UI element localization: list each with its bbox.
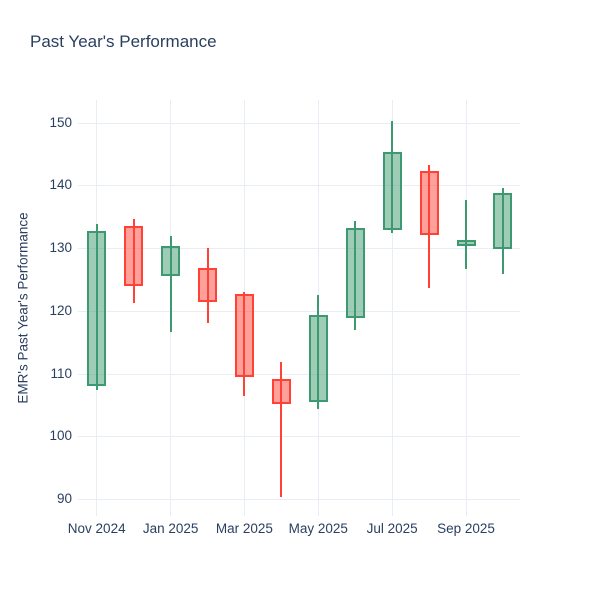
y-tick-label-110: 110	[50, 365, 72, 381]
y-tick-label-130: 130	[49, 240, 72, 256]
candle-body-jun-2025[interactable]	[345, 228, 365, 318]
x-tick-label-sep-2025: Sep 2025	[437, 521, 495, 536]
candle-wick-jan-2025	[169, 235, 172, 332]
y-gridline-150	[78, 122, 520, 124]
candle-body-jul-2025[interactable]	[382, 152, 402, 231]
candle-body-sep-2025[interactable]	[456, 239, 476, 247]
x-tick-label-jul-2025: Jul 2025	[366, 521, 418, 536]
candle-body-mar-2025[interactable]	[234, 293, 254, 377]
candle-wick-apr-2025	[280, 361, 283, 498]
y-tick-label-140: 140	[49, 177, 72, 193]
y-gridline-140	[78, 185, 520, 187]
x-tick-label-may-2025: May 2025	[288, 521, 348, 536]
x-gridline-sep-2025	[465, 100, 467, 516]
candle-wick-sep-2025	[465, 199, 467, 270]
candle-body-dec-2024[interactable]	[124, 225, 144, 287]
candle-body-aug-2025[interactable]	[419, 170, 439, 236]
y-tick-label-100: 100	[49, 428, 72, 444]
y-gridline-90	[78, 499, 520, 501]
candle-body-oct-2025[interactable]	[493, 192, 513, 250]
plot-area[interactable]	[78, 100, 520, 516]
candle-body-may-2025[interactable]	[308, 315, 328, 403]
x-gridline-jul-2025	[391, 100, 393, 516]
candle-body-feb-2025[interactable]	[198, 268, 217, 303]
y-tick-label-120: 120	[49, 302, 72, 318]
chart-title: Past Year's Performance	[30, 32, 217, 51]
y-tick-label-90: 90	[56, 491, 72, 507]
x-tick-label-mar-2025: Mar 2025	[215, 521, 273, 536]
candle-body-nov-2024[interactable]	[87, 231, 107, 387]
y-gridline-110	[78, 373, 520, 375]
y-gridline-120	[78, 310, 520, 312]
candle-body-apr-2025[interactable]	[271, 378, 291, 404]
candle-body-jan-2025[interactable]	[161, 246, 181, 277]
x-tick-label-nov-2024: Nov 2024	[67, 521, 126, 536]
y-gridline-130	[78, 248, 520, 250]
y-tick-label-150: 150	[49, 114, 72, 130]
y-gridline-100	[78, 436, 520, 438]
x-tick-label-jan-2025: Jan 2025	[142, 521, 199, 536]
